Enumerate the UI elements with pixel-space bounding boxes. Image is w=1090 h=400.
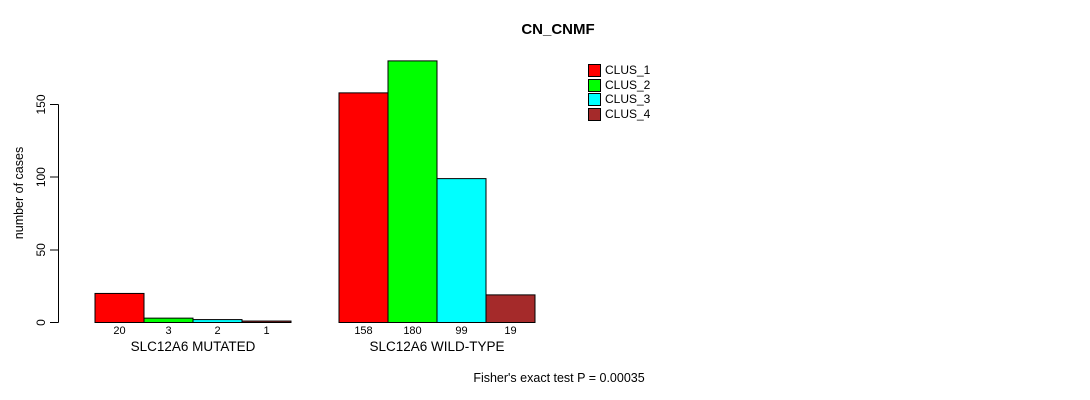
bar-value-label: 158: [354, 325, 372, 337]
bar-value-label: 19: [504, 325, 516, 337]
bar-value-label: 3: [165, 325, 171, 337]
bar-CLUS_4-group2: [485, 294, 536, 323]
bar-value-label: 20: [113, 325, 125, 337]
legend-label: CLUS_2: [605, 77, 651, 92]
legend-item: CLUS_2: [588, 77, 651, 92]
legend-swatch-CLUS_4: [588, 107, 601, 121]
bar-CLUS_1-group1: [94, 292, 145, 323]
legend-label: CLUS_4: [605, 106, 651, 121]
legend-swatch-CLUS_3: [588, 93, 601, 106]
legend-item: CLUS_3: [588, 93, 650, 106]
category-label: SLC12A6 MUTATED: [131, 339, 256, 354]
bar-value-label: 180: [403, 325, 421, 337]
bar-CLUS_4-group1: [241, 320, 292, 323]
bar-value-label: 2: [214, 325, 220, 337]
y-tick-label: 50: [34, 243, 48, 257]
y-tick-label: 100: [34, 167, 48, 187]
chart-title: CN_CNMF: [521, 21, 595, 38]
y-tick-label: 0: [34, 319, 48, 326]
bar-CLUS_2-group1: [143, 317, 194, 324]
legend-label: CLUS_3: [605, 92, 651, 106]
legend: CLUS_1 CLUS_2 CLUS_3 CLUS_4: [588, 64, 650, 122]
legend-swatch-CLUS_2: [588, 78, 601, 92]
y-tick-label: 150: [34, 94, 48, 114]
annotation-text: Fisher's exact test P = 0.00035: [473, 371, 645, 385]
bar-CLUS_3-group1: [192, 319, 243, 323]
bar-CLUS_1-group2: [338, 92, 389, 323]
legend-label: CLUS_1: [605, 63, 651, 77]
legend-item: CLUS_1: [588, 64, 650, 77]
bar-CLUS_3-group2: [436, 178, 487, 323]
legend-item: CLUS_4: [588, 106, 651, 121]
category-label: SLC12A6 WILD-TYPE: [369, 339, 504, 354]
bar-value-label: 99: [455, 325, 467, 337]
legend-swatch-CLUS_1: [588, 64, 601, 77]
bar-CLUS_2-group2: [387, 60, 438, 324]
bar-value-label: 1: [263, 325, 269, 337]
